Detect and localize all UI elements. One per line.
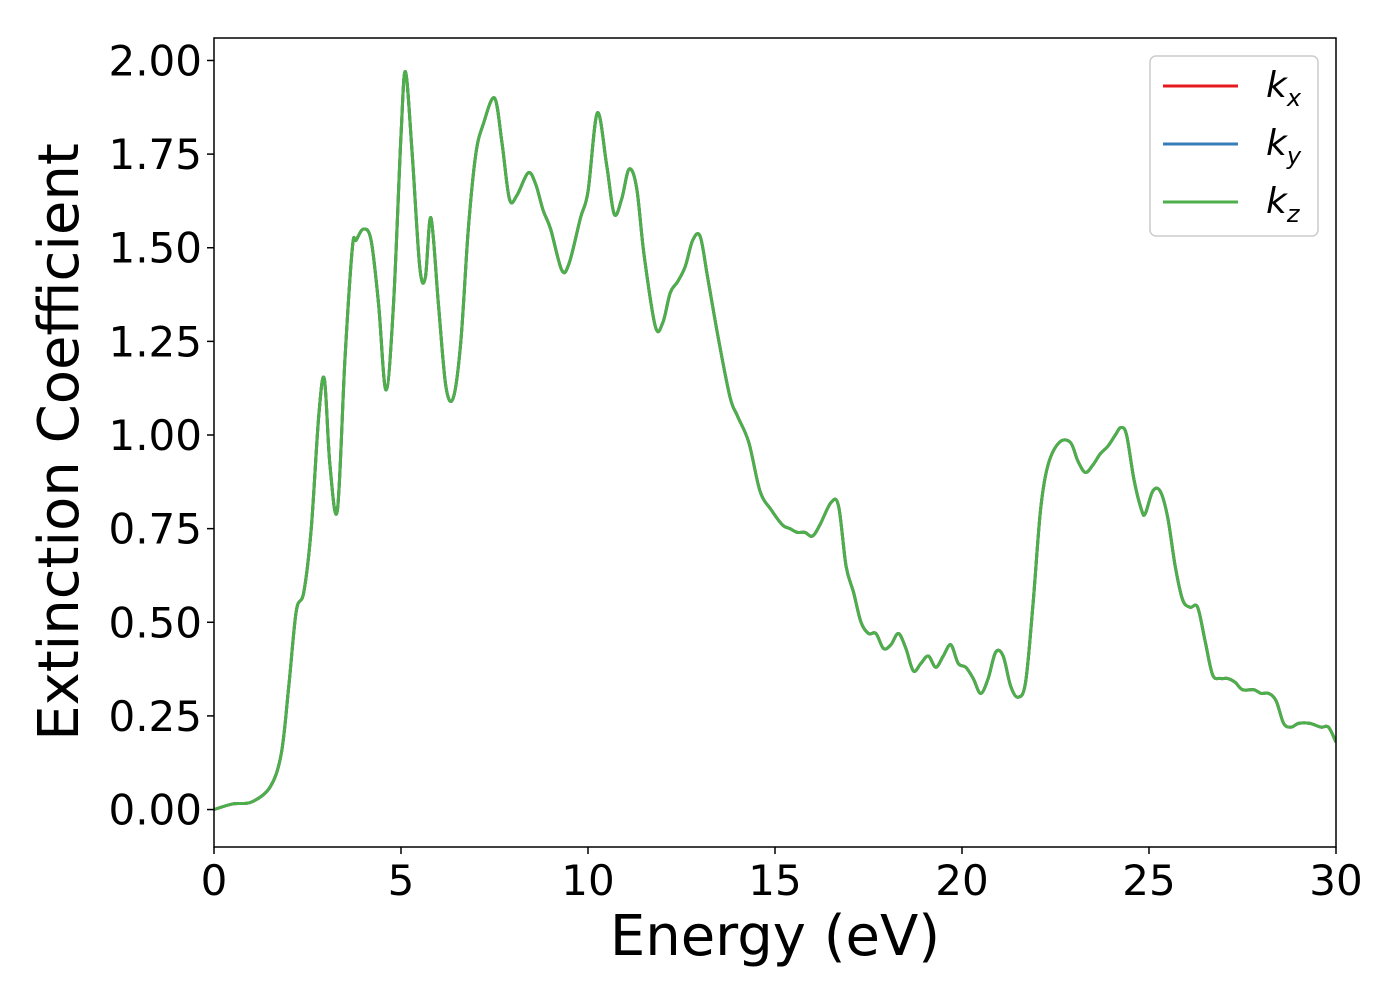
y-tick-label: 2.00 [108,36,202,85]
y-tick-label: 0.50 [108,598,202,647]
y-tick-label: 1.50 [108,224,202,273]
series-layer [214,70,1336,811]
y-axis-ticks: 0.00 0.25 0.50 0.75 1.00 1.25 1.50 1.75 2.00 [108,36,214,835]
y-axis-title: Extinction Coefficient [27,143,92,741]
series-line-z [214,70,1336,811]
y-tick-label: 0.75 [108,505,202,554]
x-tick-label: 0 [201,856,228,905]
x-tick-label: 15 [748,856,801,905]
y-tick-label: 1.00 [108,411,202,460]
y-tick-label: 0.25 [108,692,202,741]
x-tick-label: 10 [561,856,614,905]
legend-label-base: k [1266,65,1289,106]
x-axis-title: Energy (eV) [610,904,940,969]
x-tick-label: 25 [1122,856,1175,905]
y-tick-label: 0.00 [108,786,202,835]
x-axis-ticks: 0 5 10 15 20 25 30 [201,847,1363,905]
legend-label-y: ky [1266,123,1302,170]
legend-label-subscript: y [1286,142,1302,170]
legend-label-z: kz [1266,181,1301,228]
y-tick-label: 1.75 [108,130,202,179]
x-tick-label: 30 [1309,856,1362,905]
x-tick-label: 5 [388,856,415,905]
legend-label-subscript: x [1286,84,1302,112]
legend-label-base: k [1266,123,1289,164]
legend-box [1149,55,1319,237]
y-tick-label: 1.25 [108,317,202,366]
x-tick-label: 20 [935,856,988,905]
legend-label-x: kx [1266,65,1302,112]
legend-label-base: k [1266,181,1289,222]
legend-label-subscript: z [1286,200,1301,228]
